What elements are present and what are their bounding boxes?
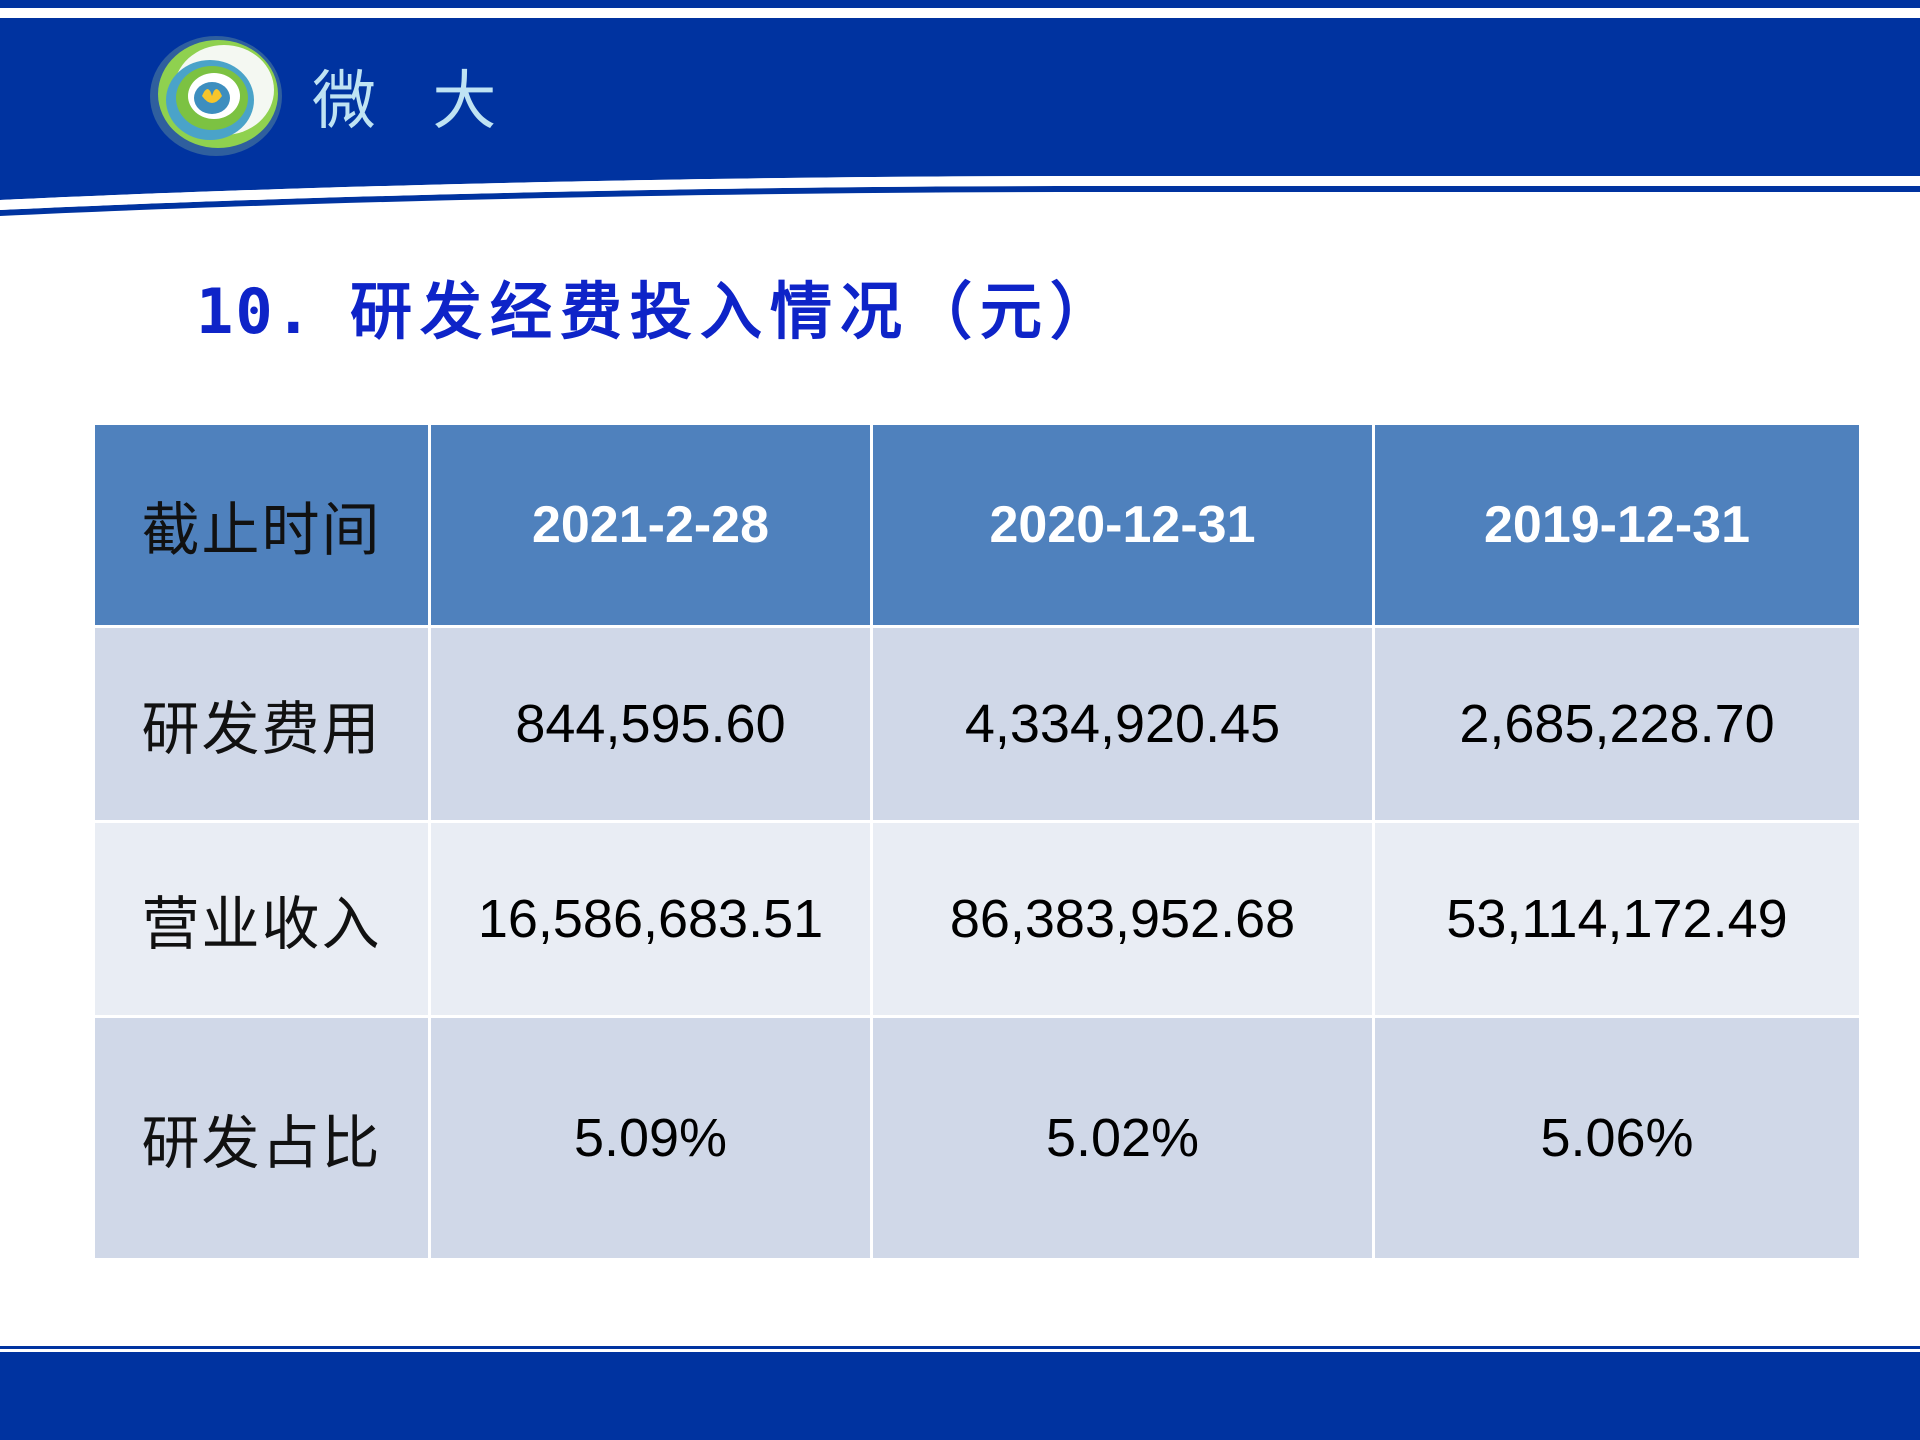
- value-cell: 2,685,228.70: [1372, 625, 1862, 823]
- value-cell: 5.02%: [870, 1015, 1375, 1261]
- brand-name: 微 大: [312, 65, 515, 139]
- value-cell: 5.06%: [1372, 1015, 1862, 1261]
- table-row-revenue: 营业收入 16,586,683.51 86,383,952.68 53,114,…: [92, 820, 1862, 1018]
- header-date-cell: 2021-2-28: [428, 422, 873, 628]
- value-cell: 844,595.60: [428, 625, 873, 823]
- value-cell: 16,586,683.51: [428, 820, 873, 1018]
- table-row-rd-ratio: 研发占比 5.09% 5.02% 5.06%: [92, 1015, 1862, 1261]
- table-row-rd-expense: 研发费用 844,595.60 4,334,920.45 2,685,228.7…: [92, 625, 1862, 823]
- slide-title-text: 研发经费投入情况（元）: [349, 275, 1120, 348]
- table-header-row: 截止时间 2021-2-28 2020-12-31 2019-12-31: [92, 422, 1862, 628]
- footer-band: [0, 1346, 1920, 1440]
- value-cell: 4,334,920.45: [870, 625, 1375, 823]
- header-date-cell: 2019-12-31: [1372, 422, 1862, 628]
- slide-title: 10. 研发经费投入情况（元）: [196, 262, 1120, 362]
- row-label-cell: 研发占比: [92, 1015, 431, 1261]
- swirl-logo-icon: [146, 30, 286, 160]
- value-cell: 5.09%: [428, 1015, 873, 1261]
- rd-expense-table: 截止时间 2021-2-28 2020-12-31 2019-12-31 研发费…: [92, 422, 1862, 1261]
- row-label-cell: 营业收入: [92, 820, 431, 1018]
- value-cell: 53,114,172.49: [1372, 820, 1862, 1018]
- row-label-cell: 研发费用: [92, 625, 431, 823]
- header-label-cell: 截止时间: [92, 422, 431, 628]
- header-date-cell: 2020-12-31: [870, 422, 1375, 628]
- header-background: [0, 0, 1920, 216]
- slide-number: 10.: [196, 275, 314, 348]
- header-band: [0, 0, 1920, 240]
- value-cell: 86,383,952.68: [870, 820, 1375, 1018]
